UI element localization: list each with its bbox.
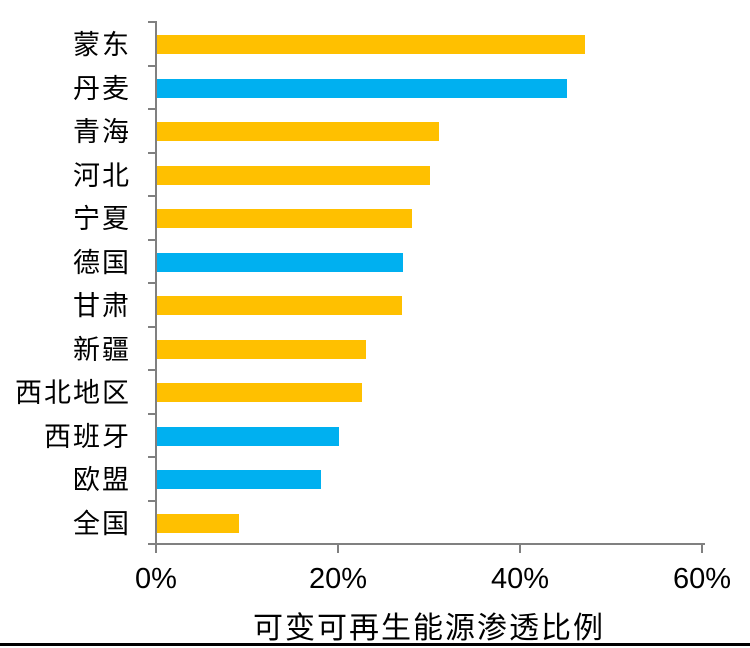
x-axis-line [148, 543, 705, 545]
bottom-border-line [0, 643, 750, 646]
y-axis-tick [148, 412, 156, 415]
y-axis-tick [148, 238, 156, 241]
y-axis-tick [148, 195, 156, 197]
x-axis-title: 可变可再生能源渗透比例 [253, 611, 605, 646]
category-label: 德国 [73, 247, 131, 279]
category-label: 新疆 [73, 334, 131, 366]
x-axis-tick-label: 40% [490, 563, 550, 595]
category-label: 全国 [73, 508, 131, 540]
bar [157, 35, 585, 55]
x-axis-tick-label: 60% [672, 563, 732, 595]
bar [157, 165, 430, 185]
bar [157, 78, 567, 98]
y-axis-tick [148, 543, 156, 545]
category-label: 欧盟 [73, 465, 131, 497]
bar [157, 252, 403, 272]
category-label: 河北 [73, 160, 131, 192]
bar [157, 209, 412, 229]
y-axis-tick [148, 282, 156, 284]
y-axis-tick [148, 108, 156, 110]
bar [157, 122, 439, 142]
category-label: 宁夏 [73, 204, 131, 236]
bar [157, 339, 366, 359]
bar [157, 426, 339, 446]
x-axis-tick [337, 543, 339, 553]
x-axis-tick-label: 0% [135, 563, 177, 595]
y-axis-tick [148, 325, 156, 328]
y-axis-tick [148, 21, 156, 23]
x-axis-tick-label: 20% [308, 563, 368, 595]
bar [157, 513, 239, 533]
y-axis-tick [148, 369, 156, 371]
category-label: 青海 [73, 117, 131, 149]
x-axis-tick [701, 543, 703, 553]
y-axis-tick [148, 456, 156, 458]
y-axis-tick [148, 64, 156, 67]
bar [157, 470, 321, 490]
category-label: 丹麦 [73, 73, 131, 105]
category-label: 蒙东 [73, 30, 131, 62]
y-axis-tick [148, 151, 156, 154]
category-label: 西北地区 [15, 378, 131, 410]
bar [157, 296, 402, 316]
x-axis-tick [519, 543, 521, 553]
x-axis-tick [155, 543, 157, 553]
category-label: 甘肃 [73, 291, 131, 323]
bar [157, 383, 362, 403]
y-axis-line [155, 21, 157, 545]
category-label: 西班牙 [44, 421, 131, 453]
y-axis-tick [148, 499, 156, 502]
